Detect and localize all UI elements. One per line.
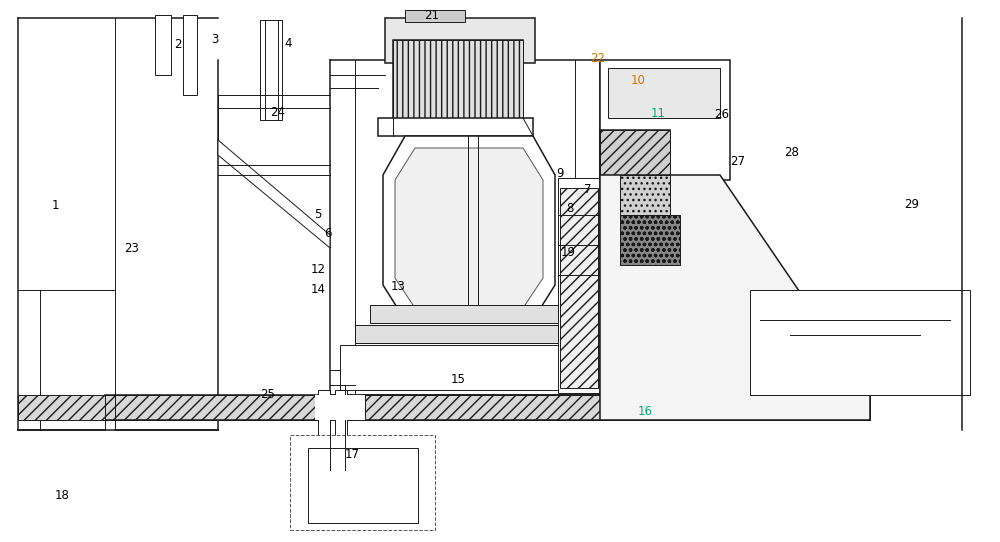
Text: 24: 24 [270, 106, 286, 119]
Bar [405, 10, 465, 22]
Bar [105, 395, 870, 420]
Text: 7: 7 [584, 183, 592, 196]
Bar [393, 40, 523, 128]
Bar [308, 448, 418, 523]
Text: 4: 4 [284, 37, 292, 50]
Text: 21: 21 [424, 9, 440, 22]
Bar [750, 290, 970, 395]
Bar [378, 118, 533, 136]
Bar [393, 40, 523, 128]
Bar [290, 435, 435, 530]
Text: 10: 10 [631, 74, 645, 87]
Text: 8: 8 [566, 202, 574, 215]
Bar [340, 345, 580, 390]
Bar [318, 390, 330, 470]
Text: 14: 14 [310, 283, 326, 296]
Bar [600, 60, 730, 180]
Text: 29: 29 [904, 198, 920, 211]
Bar [260, 20, 282, 120]
Bar [620, 215, 680, 265]
Bar [315, 395, 365, 420]
Text: 13: 13 [391, 280, 405, 293]
Bar [608, 68, 720, 118]
Text: 15: 15 [451, 373, 465, 386]
Text: 11: 11 [650, 107, 666, 120]
Text: 2: 2 [174, 38, 182, 51]
Bar [600, 130, 670, 175]
Text: 5: 5 [314, 208, 322, 221]
Text: 18: 18 [55, 489, 69, 502]
Text: 3: 3 [211, 33, 219, 46]
Text: 22: 22 [590, 52, 606, 65]
Bar [385, 18, 535, 63]
Bar [355, 325, 575, 343]
Bar [600, 130, 670, 175]
Text: 12: 12 [310, 263, 326, 276]
Polygon shape [395, 148, 543, 308]
Text: 27: 27 [730, 155, 746, 168]
Text: 6: 6 [324, 227, 332, 240]
Text: 28: 28 [785, 146, 799, 159]
Bar [558, 178, 600, 393]
Bar [620, 175, 670, 215]
Text: 26: 26 [714, 108, 730, 121]
Bar [155, 15, 171, 75]
Text: 1: 1 [51, 199, 59, 212]
Text: 25: 25 [261, 388, 275, 401]
Bar [370, 305, 570, 323]
Bar [18, 395, 105, 420]
Text: 19: 19 [560, 246, 576, 259]
Text: 23: 23 [125, 242, 139, 255]
Polygon shape [600, 175, 870, 420]
Bar [560, 188, 598, 388]
Bar [183, 15, 197, 95]
Text: 9: 9 [556, 167, 564, 180]
Polygon shape [383, 136, 555, 320]
Bar [335, 390, 347, 470]
Polygon shape [218, 140, 330, 248]
Text: 17: 17 [344, 448, 360, 461]
Text: 16: 16 [638, 405, 652, 418]
